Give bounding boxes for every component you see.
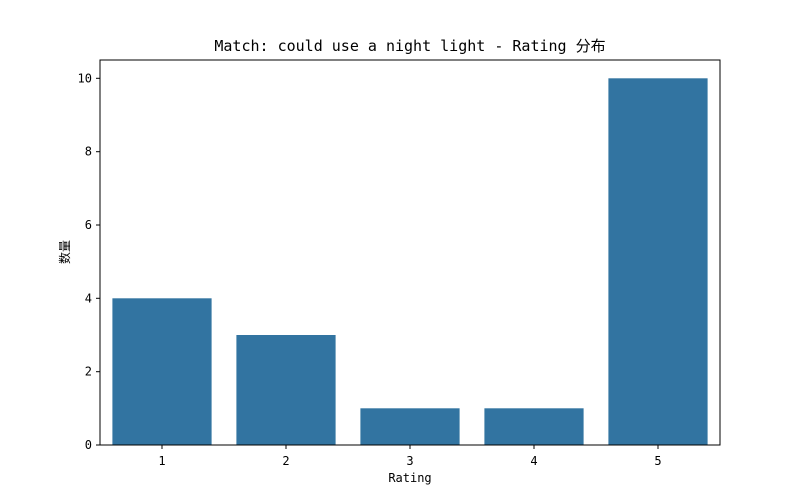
x-tick-label: 1 xyxy=(158,454,165,468)
bar-rating-2 xyxy=(236,335,336,445)
bar-rating-4 xyxy=(484,408,584,445)
y-ticks-group: 0 2 4 6 8 10 xyxy=(78,71,100,452)
bar-rating-1 xyxy=(112,298,212,445)
y-tick-label: 8 xyxy=(85,145,92,159)
y-axis-label: 数量 xyxy=(57,240,72,264)
chart-title: Match: could use a night light - Rating … xyxy=(214,37,605,55)
bar-rating-5 xyxy=(608,78,708,446)
x-tick-label: 5 xyxy=(654,454,661,468)
y-tick-label: 6 xyxy=(85,218,92,232)
bars-group xyxy=(112,78,708,446)
y-tick-label: 4 xyxy=(85,291,92,305)
x-tick-label: 4 xyxy=(530,454,537,468)
x-ticks-group: 1 2 3 4 5 xyxy=(158,445,662,468)
x-tick-label: 2 xyxy=(282,454,289,468)
y-tick-label: 0 xyxy=(85,438,92,452)
y-tick-label: 2 xyxy=(85,365,92,379)
x-tick-label: 3 xyxy=(406,454,413,468)
bar-rating-3 xyxy=(360,408,460,445)
y-tick-label: 10 xyxy=(78,71,92,85)
x-axis-label: Rating xyxy=(388,471,431,485)
